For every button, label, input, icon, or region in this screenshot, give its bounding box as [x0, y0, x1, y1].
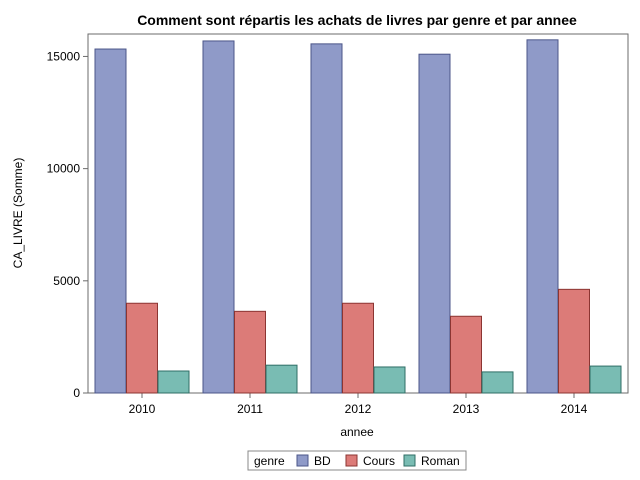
bar-cours-2014	[558, 288, 590, 394]
bar-cours-2010	[126, 302, 158, 394]
x-tick-label: 2014	[561, 402, 588, 416]
legend-swatch	[403, 454, 416, 467]
y-axis-label: CA_LIVRE (Somme)	[11, 158, 25, 269]
legend: genre BD Cours Roman	[247, 450, 467, 471]
bar-bd-2012	[310, 43, 343, 394]
x-tick-label: 2013	[453, 402, 480, 416]
x-axis: 2010 2011 2012 2013 2014	[129, 393, 588, 416]
x-tick-label: 2010	[129, 402, 156, 416]
legend-swatch	[345, 454, 358, 467]
legend-label: Cours	[363, 454, 395, 468]
chart-title: Comment sont répartis les achats de livr…	[137, 12, 577, 28]
bar-cours-2011	[234, 310, 266, 394]
y-tick-label: 10000	[47, 162, 81, 176]
bar-bd-2013	[418, 53, 451, 394]
x-axis-label: annee	[340, 425, 374, 439]
bar-bd-2010	[94, 48, 127, 394]
legend-items: BD Cours Roman	[296, 454, 460, 468]
bar-cours-2013	[450, 315, 482, 394]
x-tick-label: 2012	[345, 402, 372, 416]
y-tick-label: 15000	[47, 49, 81, 63]
legend-label: BD	[314, 454, 331, 468]
bars	[94, 39, 622, 394]
y-tick-label: 5000	[53, 274, 80, 288]
y-axis: 0 5000 10000 15000	[47, 49, 88, 400]
legend-label: Roman	[421, 454, 460, 468]
bar-roman-2012	[373, 366, 406, 394]
bar-roman-2013	[481, 371, 514, 394]
bar-bd-2011	[202, 40, 235, 394]
bar-roman-2010	[157, 370, 190, 394]
bar-roman-2011	[265, 364, 298, 394]
legend-title: genre	[254, 454, 285, 468]
legend-swatch	[296, 454, 309, 467]
bar-cours-2012	[342, 302, 374, 394]
bar-roman-2014	[589, 365, 622, 394]
bar-bd-2014	[526, 39, 559, 394]
x-tick-label: 2011	[237, 402, 263, 416]
y-tick-label: 0	[73, 386, 80, 400]
